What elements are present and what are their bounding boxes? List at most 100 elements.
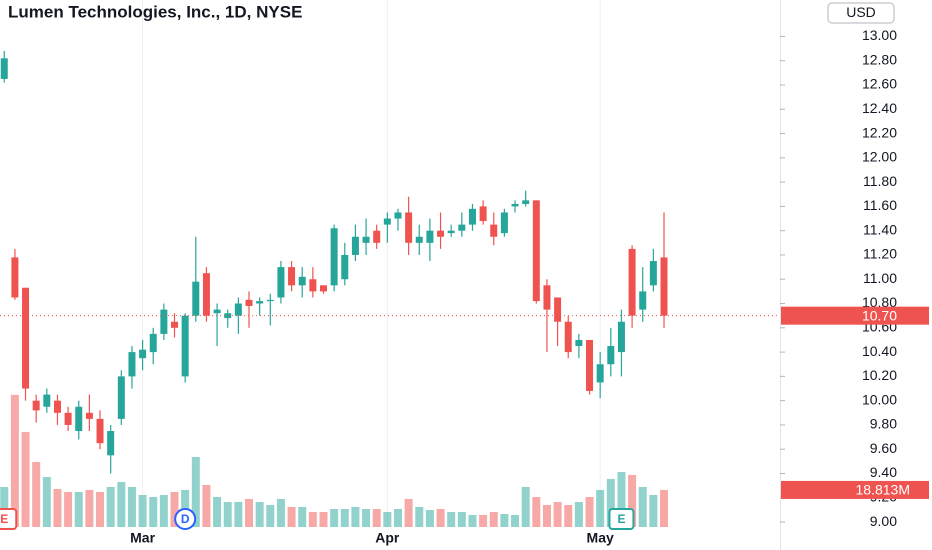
volume-bar xyxy=(42,476,51,527)
candle-body xyxy=(490,224,498,237)
volume-bar xyxy=(32,461,41,527)
candle-body xyxy=(96,418,104,444)
candle-body xyxy=(266,299,274,302)
y-tick-label: 11.40 xyxy=(863,221,897,237)
candle-body xyxy=(245,299,253,306)
candle-body xyxy=(330,228,338,286)
candle-body xyxy=(309,279,317,292)
candle-body xyxy=(639,291,647,310)
candle-body xyxy=(564,321,572,353)
candle-body xyxy=(224,313,232,319)
y-tick-label: 12.40 xyxy=(862,100,897,116)
y-tick-label: 10.20 xyxy=(862,367,897,383)
candle-layer xyxy=(0,50,780,474)
candle-body xyxy=(202,273,210,316)
candle-body xyxy=(11,257,19,298)
volume-bar xyxy=(159,494,168,527)
event-marker xyxy=(174,508,197,530)
volume-bar xyxy=(553,501,562,527)
candle-body xyxy=(288,267,296,286)
volume-layer xyxy=(0,394,669,527)
volume-bar xyxy=(542,504,551,527)
volume-bar xyxy=(457,511,466,527)
currency-badge[interactable] xyxy=(827,2,895,24)
volume-bar xyxy=(606,478,615,527)
y-tick-label: 10.00 xyxy=(862,391,897,407)
candle-body xyxy=(479,206,487,221)
candle-body xyxy=(53,400,61,413)
volume-bar xyxy=(213,496,222,527)
volume-bar xyxy=(436,508,445,527)
candle-body xyxy=(181,315,189,377)
volume-bar xyxy=(255,501,264,527)
x-tick-label: May xyxy=(587,530,614,546)
candle-body xyxy=(351,236,359,255)
candle-body xyxy=(522,200,530,204)
volume-bar xyxy=(298,506,307,527)
volume-bar xyxy=(85,489,94,527)
candle-body xyxy=(213,309,221,314)
candle-body xyxy=(298,276,306,286)
y-tick-label: 9.40 xyxy=(870,464,897,480)
volume-bar xyxy=(489,511,498,527)
y-tick-label: 10.40 xyxy=(862,343,897,359)
candle-body xyxy=(128,352,136,377)
last-volume-label: 18.813M xyxy=(856,482,910,498)
y-tick-label: 9.80 xyxy=(870,416,897,432)
volume-bar xyxy=(223,501,232,527)
candle-body xyxy=(586,339,594,391)
candle-body xyxy=(32,400,40,411)
volume-bar xyxy=(266,504,275,527)
volume-bar xyxy=(511,514,520,527)
volume-bar xyxy=(383,511,392,527)
axis-layer: MarAprMay9.009.209.409.609.8010.0010.201… xyxy=(0,27,929,546)
volume-bar xyxy=(425,509,434,527)
y-tick-label: 13.00 xyxy=(862,27,897,43)
volume-bar xyxy=(149,496,158,527)
volume-bar xyxy=(500,513,509,527)
candle-body xyxy=(277,267,285,298)
volume-bar xyxy=(330,508,339,527)
candle-body xyxy=(43,394,51,407)
volume-bar xyxy=(10,394,19,527)
volume-bar xyxy=(106,486,115,527)
volume-bar xyxy=(393,508,402,527)
last-price-tag xyxy=(781,306,929,325)
y-tick-label: 12.00 xyxy=(862,149,897,165)
candle-body xyxy=(383,218,391,225)
volume-bar xyxy=(0,486,9,527)
volume-bar xyxy=(276,498,285,527)
last-price-label: 10.70 xyxy=(862,307,897,323)
currency-label[interactable]: USD xyxy=(846,4,876,20)
y-tick-label: 9.00 xyxy=(870,513,897,529)
grid xyxy=(142,0,601,528)
volume-bar xyxy=(74,491,83,527)
y-tick-label: 11.80 xyxy=(863,173,897,189)
volume-bar xyxy=(127,486,136,527)
candle-body xyxy=(0,58,8,79)
candle-body xyxy=(543,285,551,310)
candle-body xyxy=(458,224,466,231)
y-tick-label: 11.20 xyxy=(863,246,897,262)
candle-body xyxy=(256,301,264,304)
event-label: E xyxy=(617,512,625,526)
candle-body xyxy=(107,431,115,456)
y-tick-label: 10.80 xyxy=(862,294,897,310)
x-tick-label: Mar xyxy=(130,530,155,546)
volume-bar xyxy=(479,514,488,527)
candle-body xyxy=(468,208,476,225)
y-tick-label: 11.60 xyxy=(863,197,897,213)
volume-bar xyxy=(287,506,296,527)
volume-bar xyxy=(404,498,413,527)
y-tick-label: 12.80 xyxy=(862,51,897,67)
volume-bar xyxy=(415,506,424,527)
candle-body xyxy=(64,412,72,425)
volume-bar xyxy=(638,486,647,527)
volume-bar xyxy=(585,496,594,527)
candle-body xyxy=(405,212,413,243)
volume-bar xyxy=(202,484,211,527)
candle-body xyxy=(415,236,423,243)
candle-body xyxy=(617,321,625,353)
